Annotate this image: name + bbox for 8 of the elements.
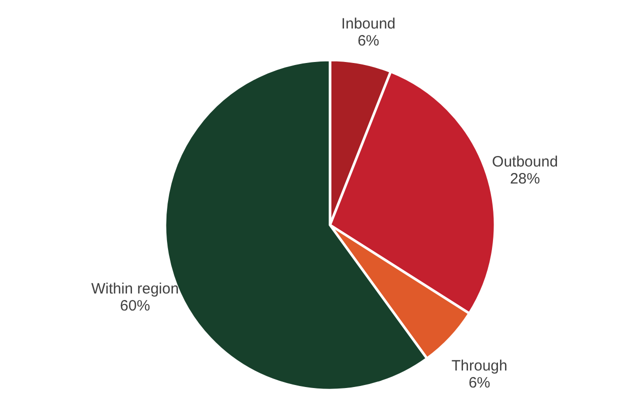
- slice-label: Within region: [91, 280, 179, 298]
- data-label: 6%: [468, 374, 490, 392]
- slice-label: Through: [452, 357, 508, 374]
- data-label: 60%: [120, 297, 150, 314]
- data-label: 6%: [358, 32, 380, 50]
- slice-label: Outbound: [492, 154, 558, 171]
- data-label: 28%: [510, 170, 540, 188]
- slice-label: Inbound: [341, 16, 396, 33]
